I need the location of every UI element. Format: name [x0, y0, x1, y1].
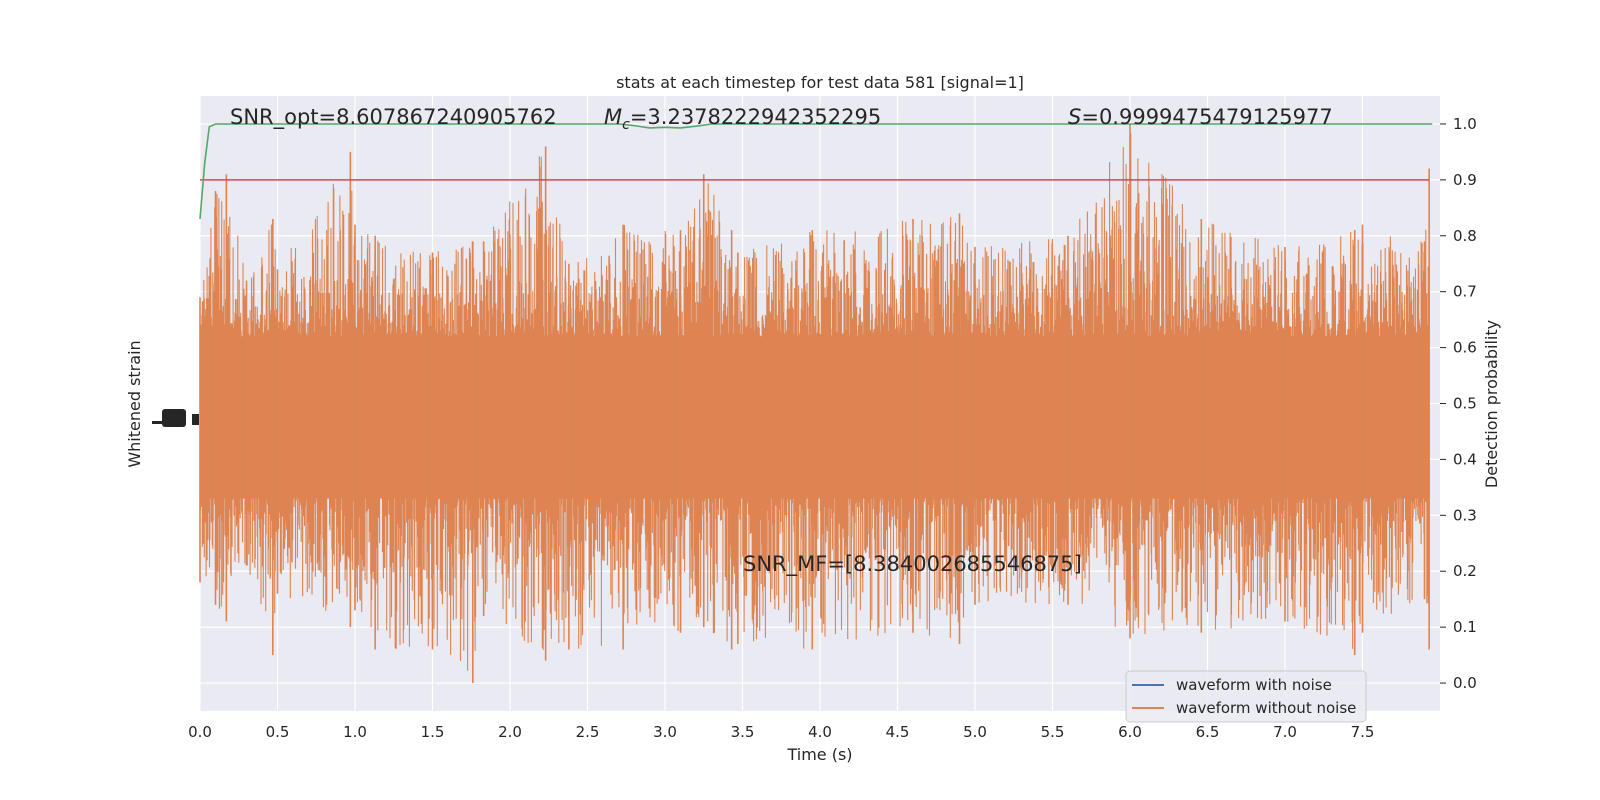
right-y-axis-ticks: 0.0 0.1 0.2 0.3 0.4 0.5 0.6 0.7 0.8 0.9 1.0 — [1440, 115, 1477, 692]
chirp-mass-annotation: Mc=3.2378222942352295 — [604, 105, 881, 133]
left-tick-glyph — [192, 414, 199, 425]
y-tick-label: 0.9 — [1453, 171, 1477, 189]
y-tick-label: 0.3 — [1453, 506, 1477, 524]
snr-opt-annotation: SNR_opt=8.607867240905762 — [230, 105, 557, 130]
y-tick-label: 0.7 — [1453, 283, 1477, 301]
x-tick-label: 2.5 — [576, 723, 600, 741]
y-tick-label: 0.4 — [1453, 450, 1477, 468]
x-tick-label: 5.0 — [963, 723, 987, 741]
y-tick-label: 0.8 — [1453, 227, 1477, 245]
probability-lines — [199, 123, 1433, 220]
x-axis-ticks: 0.0 0.5 1.0 1.5 2.0 2.5 3.0 3.5 4.0 4.5 5.0 5.5 6.0 6… — [188, 723, 1374, 741]
chart-title: stats at each timestep for test data 581… — [616, 73, 1024, 92]
x-tick-label: 7.5 — [1351, 723, 1375, 741]
left-axis-overlapping-ticks — [152, 409, 199, 427]
x-tick-label: 7.0 — [1273, 723, 1297, 741]
left-tick-glyph-cluster — [162, 409, 186, 427]
s-annotation: S=0.9999475479125977 — [1068, 105, 1333, 129]
right-y-axis-label: Detection probability — [1482, 320, 1501, 488]
x-tick-label: 4.0 — [808, 723, 832, 741]
legend-label-with-noise: waveform with noise — [1176, 676, 1332, 694]
legend-label-without-noise: waveform without noise — [1176, 699, 1356, 717]
left-tick-glyph — [152, 421, 162, 424]
x-tick-label: 1.5 — [421, 723, 445, 741]
x-tick-label: 5.5 — [1041, 723, 1065, 741]
snr-mf-annotation: SNR_MF=[8.384002685546875] — [743, 552, 1082, 577]
y-tick-label: 0.0 — [1453, 674, 1477, 692]
chirp-mass-symbol: M — [604, 105, 622, 129]
x-tick-label: 6.0 — [1118, 723, 1142, 741]
strain-waveform — [199, 123, 1430, 684]
x-tick-label: 2.0 — [498, 723, 522, 741]
y-tick-label: 0.1 — [1453, 618, 1477, 636]
x-tick-label: 1.0 — [343, 723, 367, 741]
legend-box — [1125, 670, 1367, 723]
x-tick-label: 3.0 — [653, 723, 677, 741]
chirp-mass-subscript: c — [622, 117, 630, 133]
detection-probability-line — [199, 123, 1433, 220]
x-tick-label: 0.0 — [188, 723, 212, 741]
y-tick-label: 0.5 — [1453, 395, 1477, 413]
chirp-mass-value: =3.2378222942352295 — [630, 105, 881, 129]
x-tick-label: 4.5 — [886, 723, 910, 741]
x-tick-label: 0.5 — [266, 723, 290, 741]
y-tick-label: 0.2 — [1453, 562, 1477, 580]
x-tick-label: 3.5 — [731, 723, 755, 741]
s-symbol: S — [1068, 105, 1081, 129]
s-value: =0.9999475479125977 — [1081, 105, 1332, 129]
x-axis-label: Time (s) — [786, 745, 852, 764]
legend: waveform with noise waveform without noi… — [1125, 670, 1367, 723]
x-tick-label: 6.5 — [1196, 723, 1220, 741]
y-tick-label: 0.6 — [1453, 339, 1477, 357]
left-y-axis-label: Whitened strain — [125, 340, 144, 467]
y-tick-label: 1.0 — [1453, 115, 1477, 133]
